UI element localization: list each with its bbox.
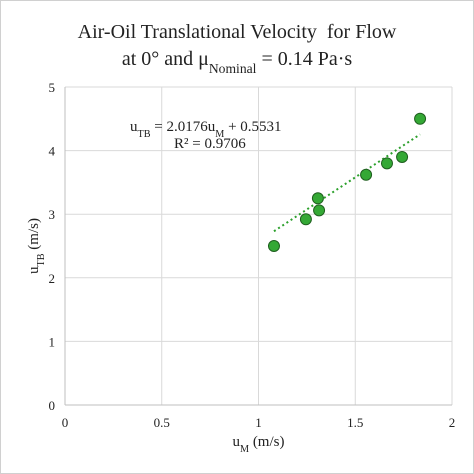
text-part: (m/s) <box>26 218 42 253</box>
y-tick-label: 0 <box>49 398 56 413</box>
y-tick-label: 2 <box>49 271 56 286</box>
x-tick-label: 1.5 <box>347 415 363 430</box>
subscript: TB <box>36 253 47 266</box>
x-tick-label: 1 <box>255 415 262 430</box>
x-tick-label: 0.5 <box>154 415 170 430</box>
chart-title: Air-Oil Translational Velocity for Flow <box>78 21 397 43</box>
y-tick-label: 3 <box>49 207 56 222</box>
point <box>299 213 312 226</box>
point <box>396 150 409 163</box>
x-tick-label: 2 <box>449 415 456 430</box>
subscript: Nominal <box>209 61 257 76</box>
x-tick-label: 0 <box>62 415 69 430</box>
point <box>414 112 427 125</box>
y-axis-title: uTB (m/s) <box>26 218 47 274</box>
point <box>313 204 326 217</box>
text-part: + 0.5531 <box>224 119 281 135</box>
text-part: u <box>233 434 241 450</box>
trendline-equation: R² = 0.9706 <box>174 136 246 152</box>
trendline-equation: uTB = 2.0176uM + 0.5531 <box>130 119 282 140</box>
text-part: Air-Oil Translational Velocity for Flow <box>78 21 397 43</box>
point <box>311 192 324 205</box>
y-tick-label: 5 <box>49 80 56 95</box>
text-part: = 2.0176u <box>151 119 216 135</box>
subscript: TB <box>138 129 151 140</box>
point <box>267 240 280 252</box>
chart-title: at 0° and μNominal = 0.14 Pa·s <box>122 48 353 76</box>
x-axis-title: uM (m/s) <box>233 434 285 455</box>
point <box>380 157 393 170</box>
text-part: R² = 0.9706 <box>174 136 246 152</box>
text-part: = 0.14 Pa·s <box>256 48 352 70</box>
text-part: (m/s) <box>249 434 284 450</box>
y-tick-label: 4 <box>49 144 56 159</box>
text-part: u <box>130 119 138 135</box>
text-part: u <box>26 266 42 274</box>
point <box>360 168 373 181</box>
subscript: M <box>240 444 249 455</box>
text-part: at 0° and μ <box>122 48 209 70</box>
trendline <box>273 133 421 233</box>
subscript: M <box>215 129 224 140</box>
y-tick-label: 1 <box>49 334 56 349</box>
